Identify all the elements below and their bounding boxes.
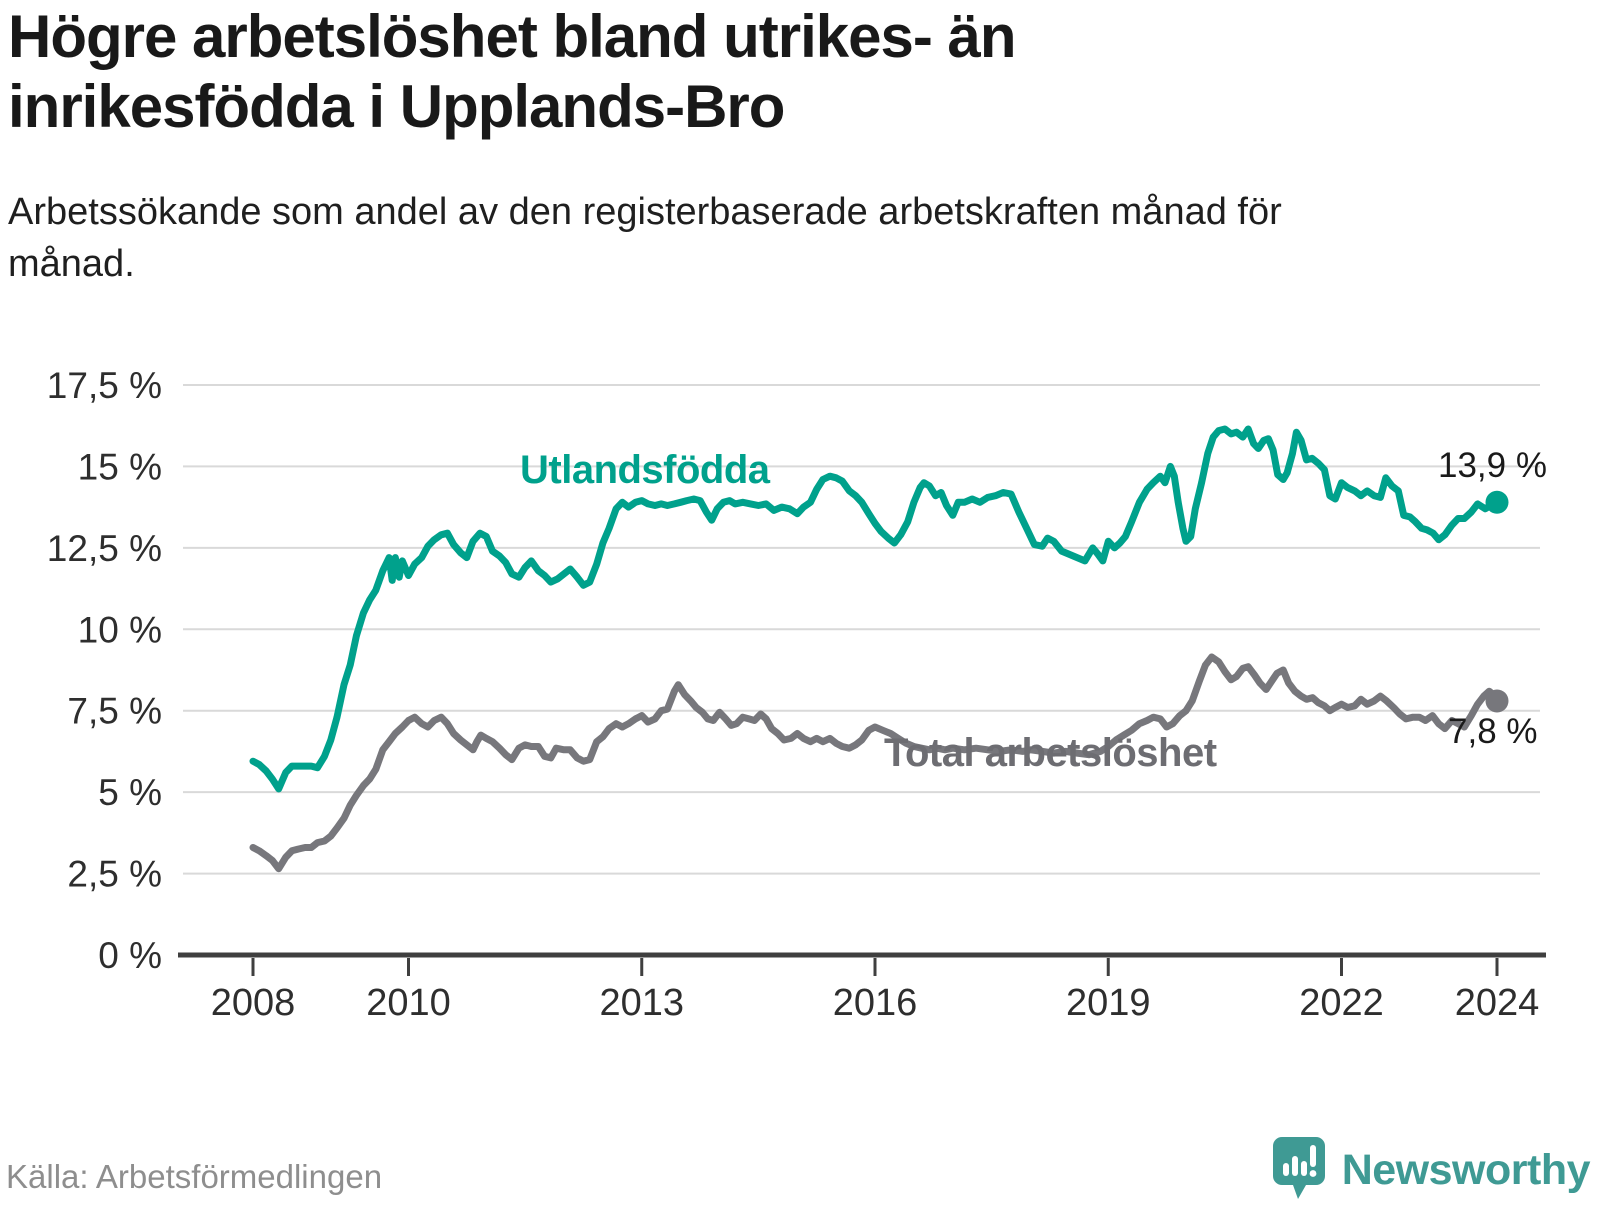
x-axis-tick-label: 2016 (833, 982, 918, 1024)
page-title: Högre arbetslöshet bland utrikes- än inr… (8, 3, 1017, 141)
x-axis-tick-label: 2019 (1066, 982, 1151, 1024)
y-axis-tick-label: 0 % (98, 935, 162, 976)
end-value-utlandsfodda: 13,9 % (1438, 446, 1547, 485)
total-end-dot (1485, 689, 1509, 713)
newsworthy-logo-text: Newsworthy (1341, 1146, 1591, 1194)
y-axis-tick-label: 7,5 % (67, 691, 162, 732)
utlandsfodda-end-dot (1485, 490, 1509, 514)
x-axis-tick-label: 2022 (1299, 982, 1384, 1024)
newsworthy-logo: Newsworthy (1272, 1136, 1591, 1205)
x-axis-tick-label: 2013 (599, 982, 684, 1024)
y-axis-tick-label: 10 % (78, 609, 162, 650)
newsworthy-bubble-chart-icon (1272, 1136, 1326, 1205)
x-axis-tick-label: 2024 (1455, 982, 1540, 1024)
y-axis-tick-label: 15 % (78, 446, 162, 487)
y-axis-tick-label: 5 % (98, 772, 162, 813)
x-axis-tick-label: 2008 (211, 982, 296, 1024)
y-axis-tick-label: 12,5 % (47, 528, 162, 569)
y-axis-tick-label: 2,5 % (67, 854, 162, 895)
series-label-utlandsfodda: Utlandsfödda (520, 448, 770, 492)
series-label-total: Total arbetslöshet (884, 731, 1217, 775)
source-caption: Källa: Arbetsförmedlingen (6, 1158, 383, 1195)
end-value-total: 7,8 % (1448, 712, 1538, 751)
y-axis-tick-label: 17,5 % (47, 365, 162, 406)
total-line (249, 653, 1501, 873)
x-axis-tick-label: 2010 (366, 982, 451, 1024)
utlandsfodda-line (249, 425, 1501, 793)
chart-subtitle: Arbetssökande som andel av den registerb… (8, 191, 1282, 286)
